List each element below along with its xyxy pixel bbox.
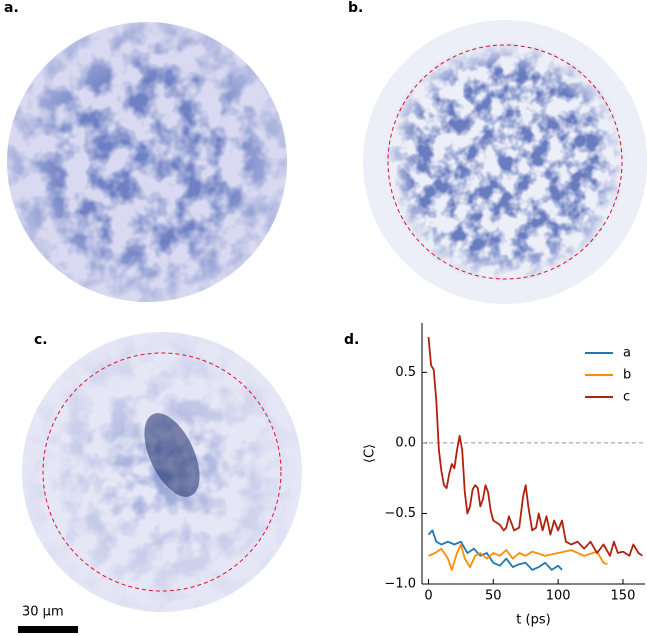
- panel-label: c.: [34, 332, 48, 348]
- legend-label: a: [623, 346, 631, 361]
- legend-label: c: [623, 390, 630, 405]
- line-series: [428, 543, 608, 571]
- y-tick-label: −1.0: [384, 577, 416, 592]
- x-tick-label: 100: [546, 589, 571, 604]
- line-series: [427, 337, 643, 557]
- line-series: [427, 529, 563, 571]
- speckle-b: [363, 20, 647, 304]
- scale-bar-label: 30 μm: [22, 605, 64, 620]
- legend-label: b: [623, 368, 631, 383]
- panel-label: d.: [344, 332, 359, 348]
- dashed-circle: [387, 44, 623, 280]
- y-tick-label: 0.0: [395, 435, 416, 450]
- panel-label: b.: [348, 0, 363, 16]
- speckle-a: [7, 22, 287, 302]
- y-tick-label: 0.5: [395, 365, 416, 380]
- panel-label: a.: [4, 0, 19, 16]
- x-tick-label: 0: [424, 589, 432, 604]
- x-tick-label: 150: [611, 589, 636, 604]
- dark-core: [144, 413, 200, 497]
- x-axis-label: t (ps): [516, 613, 550, 628]
- x-tick-label: 50: [485, 589, 502, 604]
- y-axis-label: ⟨C⟩: [363, 444, 378, 463]
- dashed-circle: [42, 352, 282, 592]
- scale-bar: [18, 626, 78, 633]
- y-tick-label: −0.5: [384, 506, 416, 521]
